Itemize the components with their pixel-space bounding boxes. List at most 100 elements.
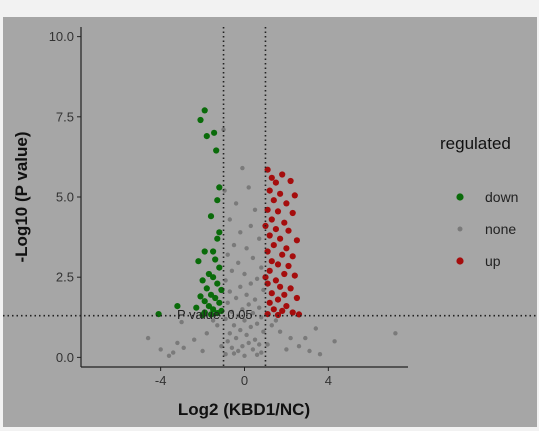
point-up (289, 253, 296, 260)
point-none (313, 326, 318, 331)
point-none (248, 324, 253, 330)
point-none (261, 329, 266, 334)
point-up (277, 283, 284, 290)
point-up (283, 303, 290, 310)
point-down (216, 299, 223, 306)
point-none (242, 318, 247, 323)
point-none (238, 327, 243, 333)
point-none (166, 353, 172, 358)
point-up (268, 290, 275, 297)
point-up (264, 248, 271, 255)
point-none (158, 347, 163, 352)
point-down (214, 235, 221, 242)
point-down (212, 294, 219, 302)
point-none (210, 318, 216, 323)
point-up (295, 311, 303, 318)
point-none (240, 307, 245, 312)
volcano-plot: 0.0 2.5 5.0 7.5 10.0 -4 0 4 P value: 0.05 Log2… (3, 27, 537, 419)
point-up (293, 294, 300, 302)
point-down (199, 277, 206, 284)
point-none (332, 339, 337, 344)
y-tick-label: 7.5 (56, 109, 74, 124)
point-down (210, 248, 217, 255)
point-none (181, 345, 186, 350)
point-none (231, 242, 237, 248)
point-up (281, 270, 288, 278)
point-up (291, 272, 298, 279)
legend-label-none: none (485, 221, 516, 237)
p-value-annotation: P value: 0.05 (177, 307, 253, 322)
point-none (246, 185, 251, 190)
point-none (254, 352, 260, 357)
threshold-lines (3, 27, 537, 367)
point-up (279, 307, 286, 314)
x-tick-label: 4 (325, 373, 332, 388)
point-none (250, 310, 256, 316)
point-down (205, 270, 212, 278)
point-up (272, 179, 279, 186)
point-none (238, 230, 243, 235)
point-none (244, 246, 249, 251)
point-up (281, 291, 288, 298)
data-points (145, 107, 398, 358)
point-none (252, 207, 258, 212)
series-up (262, 166, 303, 319)
point-none (225, 252, 230, 257)
point-up (274, 261, 282, 268)
point-none (171, 350, 176, 355)
point-up (279, 251, 286, 258)
point-up (289, 209, 296, 217)
point-none (248, 281, 253, 286)
point-none (238, 284, 243, 289)
point-none (223, 316, 228, 322)
point-down (195, 258, 202, 265)
legend-label-up: up (485, 253, 501, 269)
point-none (240, 344, 245, 349)
y-ticks: 0.0 2.5 5.0 7.5 10.0 (49, 29, 81, 365)
point-none (192, 337, 197, 342)
point-up (291, 192, 298, 199)
point-up (272, 226, 279, 233)
point-down (207, 291, 215, 298)
point-up (274, 208, 282, 215)
point-none (254, 321, 260, 326)
point-down (212, 256, 219, 263)
point-none (229, 345, 235, 350)
legend-key-up (456, 257, 464, 265)
point-none (236, 348, 241, 354)
point-none (269, 323, 274, 328)
point-none (229, 268, 235, 273)
point-up (270, 197, 277, 204)
point-down (210, 306, 217, 313)
point-none (227, 289, 232, 294)
y-axis-title: -Log10 (P value) (12, 132, 31, 263)
point-none (242, 353, 247, 358)
point-up (287, 177, 294, 185)
legend-key-down (456, 193, 464, 201)
legend: regulated down none up (440, 134, 518, 269)
x-ticks: -4 0 4 (155, 367, 332, 388)
point-down (174, 303, 181, 310)
point-none (175, 340, 180, 346)
point-none (259, 265, 264, 270)
point-up (268, 174, 275, 181)
point-none (223, 278, 228, 283)
point-up (268, 216, 275, 223)
point-down (205, 303, 212, 310)
y-tick-label: 0.0 (56, 350, 74, 365)
point-none (250, 347, 256, 352)
point-none (200, 348, 205, 354)
point-none (231, 323, 237, 328)
point-none (225, 339, 230, 344)
point-none (246, 340, 251, 346)
point-none (393, 331, 398, 336)
point-none (227, 331, 232, 336)
point-up (285, 262, 292, 270)
point-down (197, 116, 204, 124)
point-up (283, 245, 290, 252)
point-up (289, 309, 296, 316)
point-none (246, 302, 251, 307)
point-up (266, 187, 273, 194)
point-down (214, 197, 221, 204)
point-down (201, 248, 208, 255)
